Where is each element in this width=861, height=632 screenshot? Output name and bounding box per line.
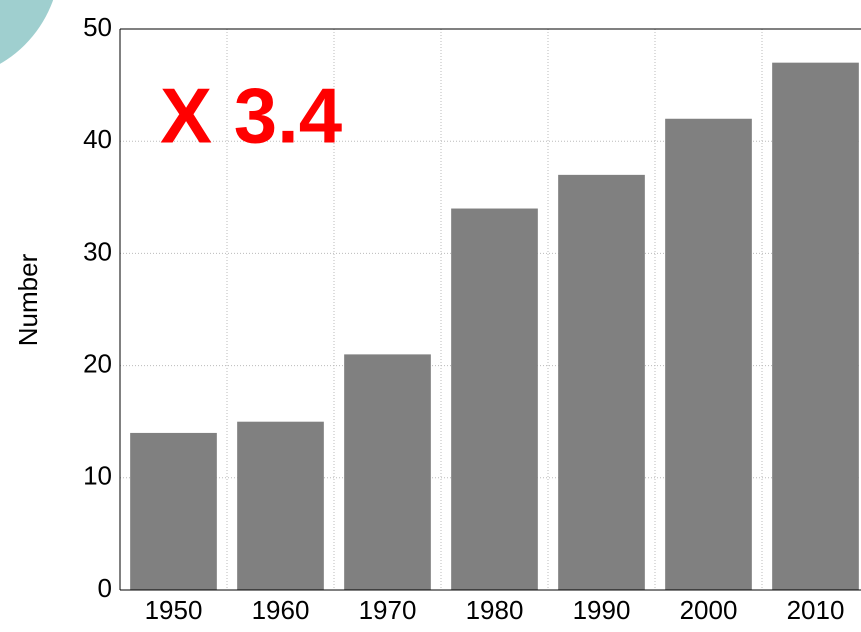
decoration [0,0,54,64]
bar [130,432,217,590]
x-tick-label: 1970 [359,595,417,625]
y-tick-label: 50 [83,12,112,42]
y-tick-label: 40 [83,124,112,154]
bar [558,174,645,591]
x-tick-label: 1990 [573,595,631,625]
bar [344,354,431,590]
bar [665,118,752,590]
x-tick-label: 2000 [680,595,738,625]
y-axis-label: Number [13,253,43,346]
y-tick-label: 0 [98,573,112,603]
x-tick-label: 1950 [145,595,203,625]
y-tick-label: 30 [83,236,112,266]
y-tick-label: 10 [83,461,112,491]
y-tick-label: 20 [83,348,112,378]
x-tick-label: 1980 [466,595,524,625]
x-tick-label: 2010 [787,595,845,625]
bar [772,62,859,591]
x-tick-label: 1960 [252,595,310,625]
bar [237,421,324,590]
annotation: X 3.4 [160,72,342,160]
bar [451,208,538,590]
